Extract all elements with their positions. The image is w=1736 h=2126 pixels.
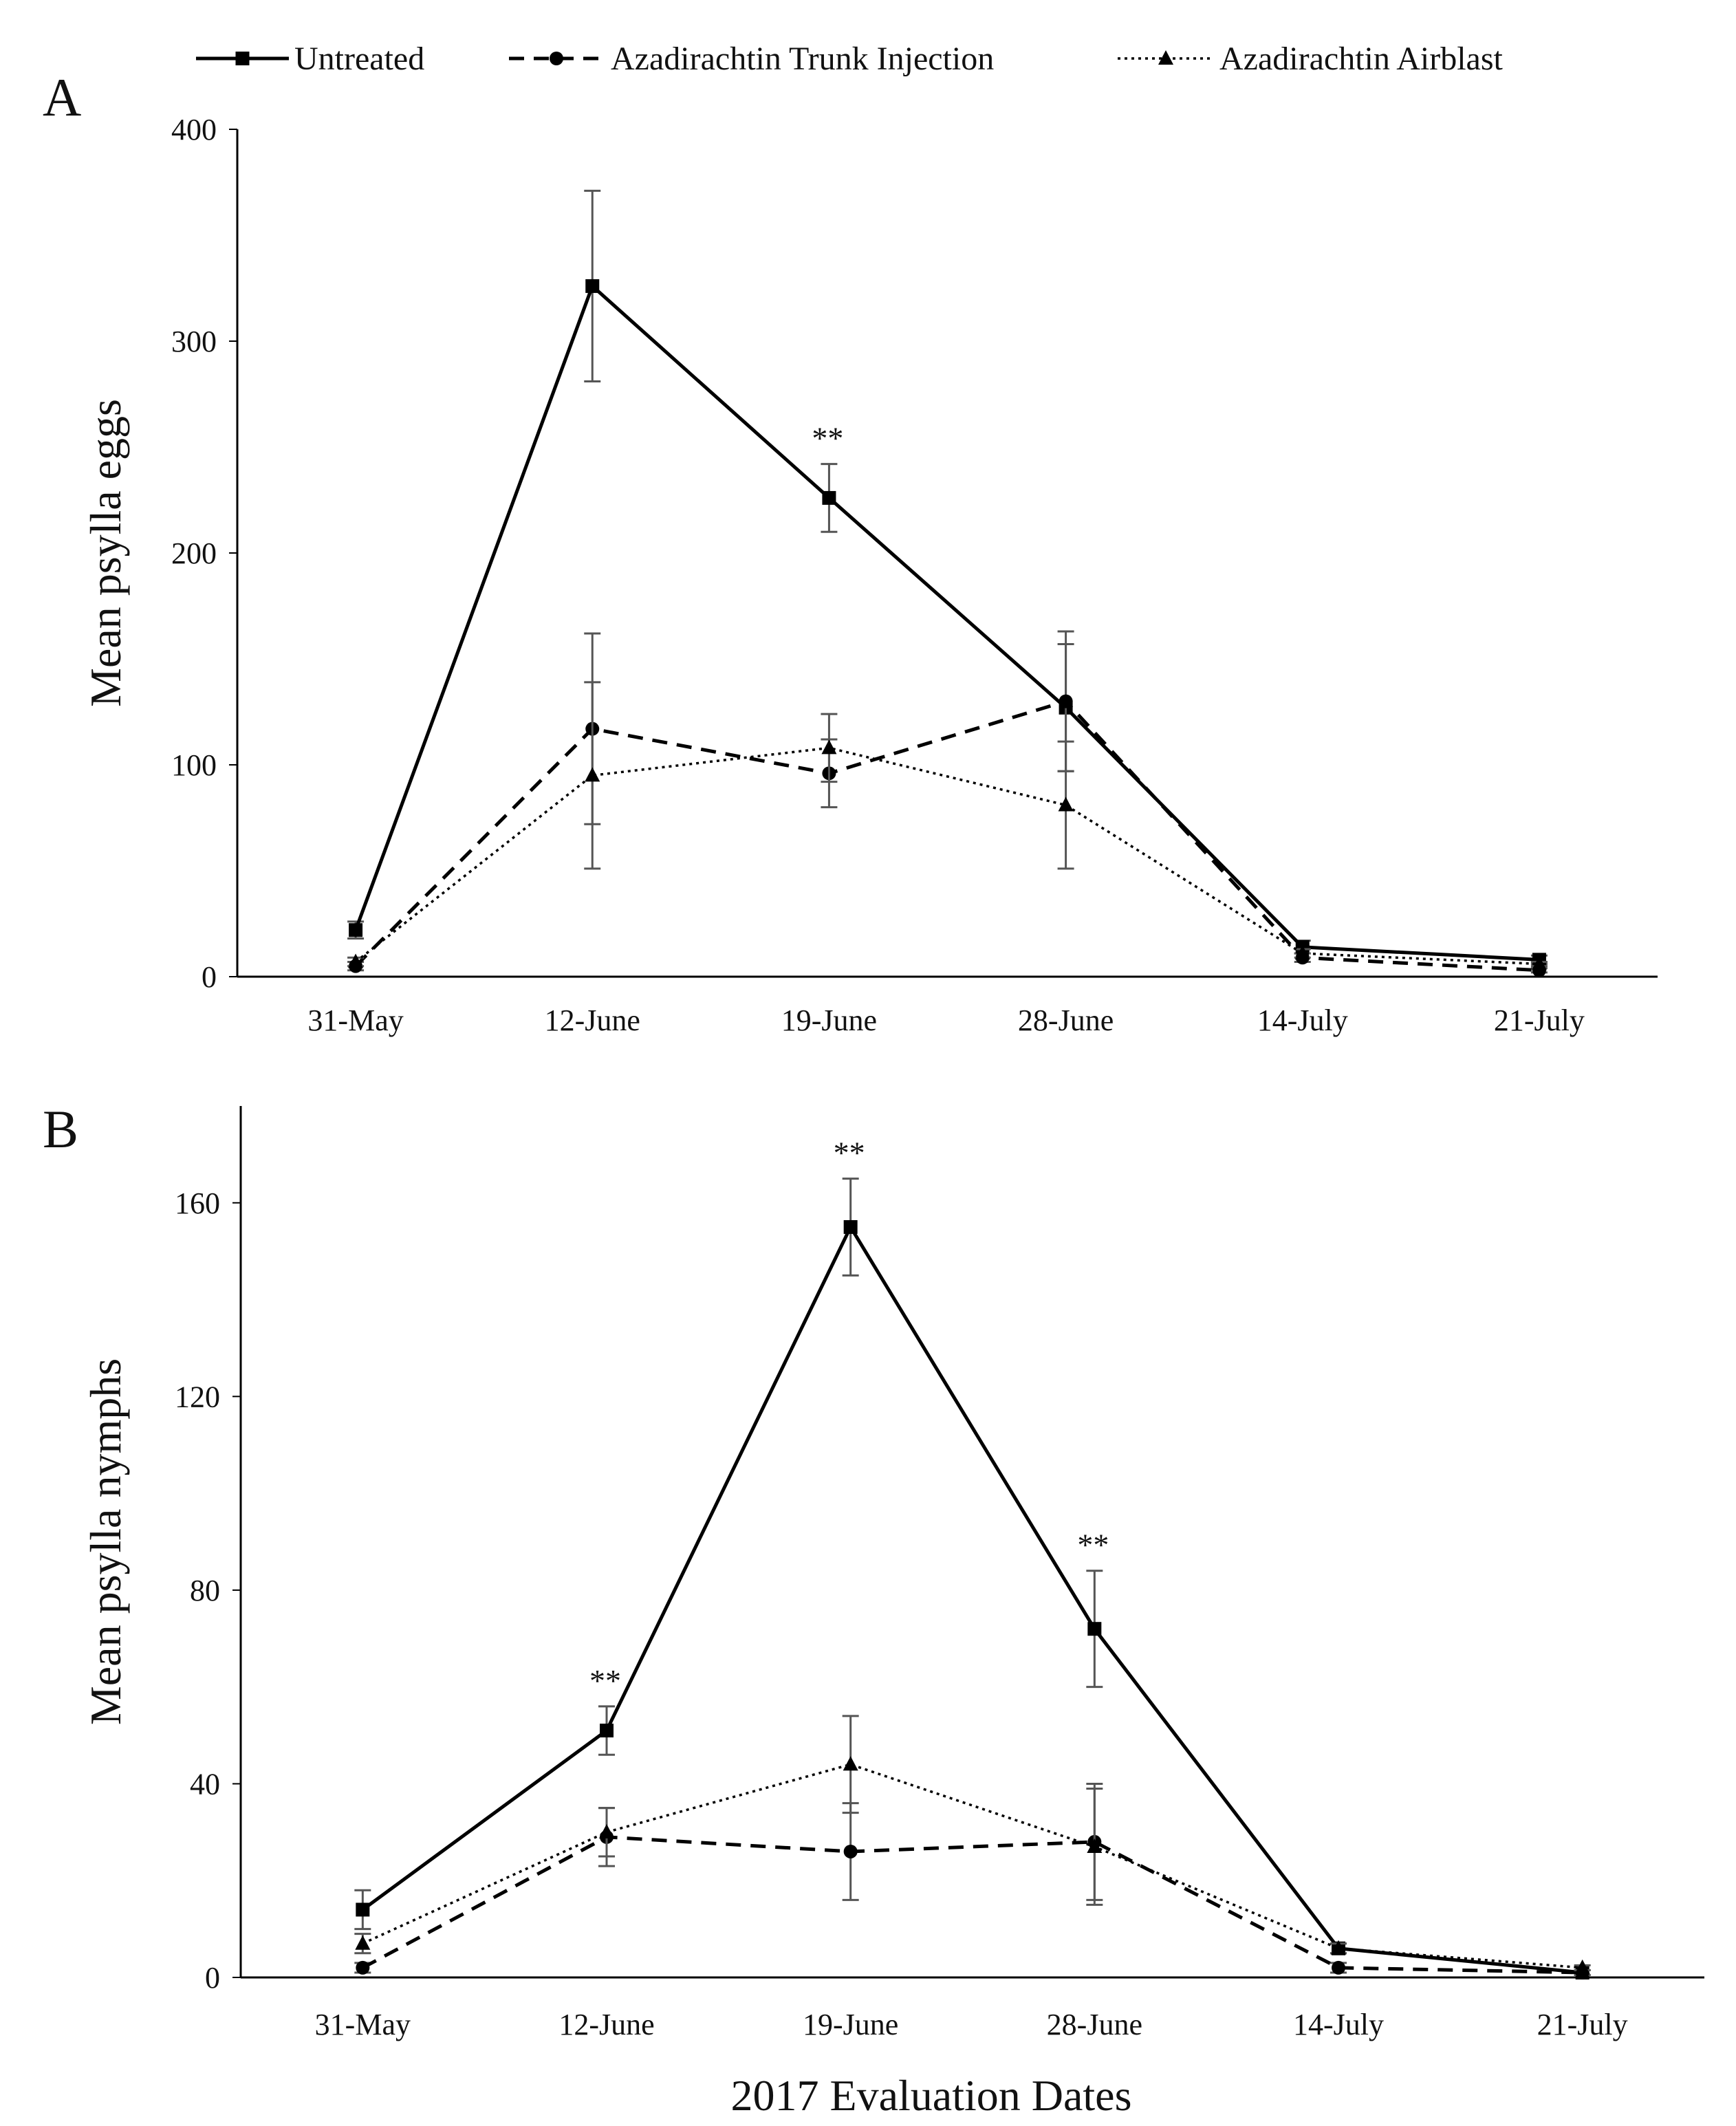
x-tick-label-a-31-may: 31-May — [307, 1004, 403, 1037]
x-tick-label-b-31-may: 31-May — [315, 2008, 411, 2041]
data-point-a-azadirachtin-airblast-3 — [1058, 796, 1074, 812]
data-point-b-untreated-0 — [356, 1902, 370, 1917]
data-point-a-untreated-2 — [822, 490, 836, 505]
y-tick-label-a-300: 300 — [171, 325, 217, 358]
legend: Untreated Azadirachtin Trunk Injection Aza… — [196, 41, 1504, 77]
legend-marker-untreated — [235, 52, 250, 65]
series-line-b-azadirachtin-airblast — [362, 1763, 1583, 1969]
data-point-a-azadirachtin-airblast-1 — [585, 767, 600, 782]
data-point-a-azadirachtin-airblast-2 — [821, 739, 837, 755]
y-tick-label-a-100: 100 — [171, 748, 217, 782]
data-point-b-azadirachtin-airblast-0 — [355, 1935, 371, 1950]
significance-marker-b-28-june: ** — [1077, 1528, 1109, 1563]
significance-marker-b-12-june: ** — [589, 1663, 621, 1698]
panel-b-chart: B 0 40 80 120 160 Mean psylla nymphs 31-May 12-J… — [43, 1099, 1704, 2120]
series-line-a-untreated — [354, 284, 1540, 962]
data-point-b-azadirachtin-trunk-injection-4 — [1332, 1960, 1345, 1975]
data-point-a-azadirachtin-trunk-injection-3 — [1059, 694, 1073, 708]
x-tick-label-b-19-june: 19-June — [803, 2008, 898, 2041]
legend-label-untreated: Untreated — [294, 41, 424, 77]
data-point-b-azadirachtin-airblast-1 — [599, 1823, 614, 1838]
legend-marker-azadirachtin-airblast — [1158, 50, 1173, 65]
data-point-a-untreated-1 — [585, 279, 600, 293]
x-tick-label-a-28-june: 28-June — [1018, 1004, 1114, 1037]
significance-marker-b-19-june: ** — [834, 1136, 865, 1171]
data-point-b-azadirachtin-airblast-5 — [1574, 1959, 1590, 1974]
x-tick-label-a-21-july: 21-July — [1494, 1004, 1585, 1037]
y-axis-label-b: Mean psylla nymphs — [81, 1358, 130, 1725]
data-point-b-untreated-1 — [600, 1724, 614, 1738]
data-point-a-azadirachtin-airblast-4 — [1294, 945, 1310, 960]
data-point-b-azadirachtin-trunk-injection-2 — [843, 1844, 858, 1858]
data-point-b-untreated-2 — [843, 1219, 858, 1234]
y-tick-label-a-400: 400 — [171, 113, 217, 147]
legend-label-azadirachtin-trunk-injection: Azadirachtin Trunk Injection — [611, 41, 994, 77]
y-tick-label-a-0: 0 — [202, 960, 217, 994]
data-point-b-azadirachtin-airblast-4 — [1331, 1940, 1346, 1955]
series-line-b-azadirachtin-trunk-injection — [362, 1835, 1583, 1975]
data-point-b-azadirachtin-airblast-2 — [843, 1756, 858, 1771]
y-tick-label-b-120: 120 — [175, 1380, 220, 1413]
y-axis-label-a: Mean psylla eggs — [81, 399, 130, 707]
panel-a-chart: A 0 100 200 300 400 Mean psylla eggs 31-May 12-J… — [43, 67, 1658, 1037]
data-point-b-azadirachtin-airblast-3 — [1087, 1838, 1103, 1853]
panel-letter-a: A — [43, 67, 81, 127]
y-tick-label-b-40: 40 — [190, 1767, 220, 1801]
series-line-a-azadirachtin-airblast — [355, 746, 1539, 966]
y-tick-label-b-80: 80 — [190, 1574, 220, 1607]
x-axis-title-b: 2017 Evaluation Dates — [731, 2071, 1132, 2120]
x-tick-label-b-21-july: 21-July — [1537, 2008, 1628, 2041]
data-point-a-untreated-0 — [349, 923, 363, 937]
data-point-b-untreated-3 — [1087, 1622, 1102, 1636]
data-point-b-azadirachtin-trunk-injection-0 — [356, 1960, 370, 1975]
x-tick-label-a-19-june: 19-June — [781, 1004, 877, 1037]
series-line-a-azadirachtin-trunk-injection — [354, 699, 1540, 973]
x-tick-label-b-28-june: 28-June — [1047, 2008, 1142, 2041]
y-tick-label-b-160: 160 — [175, 1186, 220, 1220]
panel-letter-b: B — [43, 1099, 78, 1159]
data-point-a-azadirachtin-airblast-5 — [1531, 955, 1547, 970]
data-point-a-azadirachtin-airblast-0 — [348, 953, 364, 968]
series-line-b-untreated — [361, 1225, 1583, 1975]
x-tick-label-b-12-june: 12-June — [558, 2008, 654, 2041]
legend-label-azadirachtin-airblast: Azadirachtin Airblast — [1219, 41, 1504, 77]
y-tick-label-a-200: 200 — [171, 536, 217, 570]
x-tick-label-b-14-july: 14-July — [1293, 2008, 1384, 2041]
x-tick-label-a-14-july: 14-July — [1257, 1004, 1348, 1037]
y-tick-label-b-0: 0 — [205, 1961, 220, 1995]
legend-marker-azadirachtin-trunk-injection — [550, 52, 563, 65]
x-tick-label-a-12-june: 12-June — [545, 1004, 640, 1037]
significance-marker-a-19-june: ** — [812, 421, 843, 456]
